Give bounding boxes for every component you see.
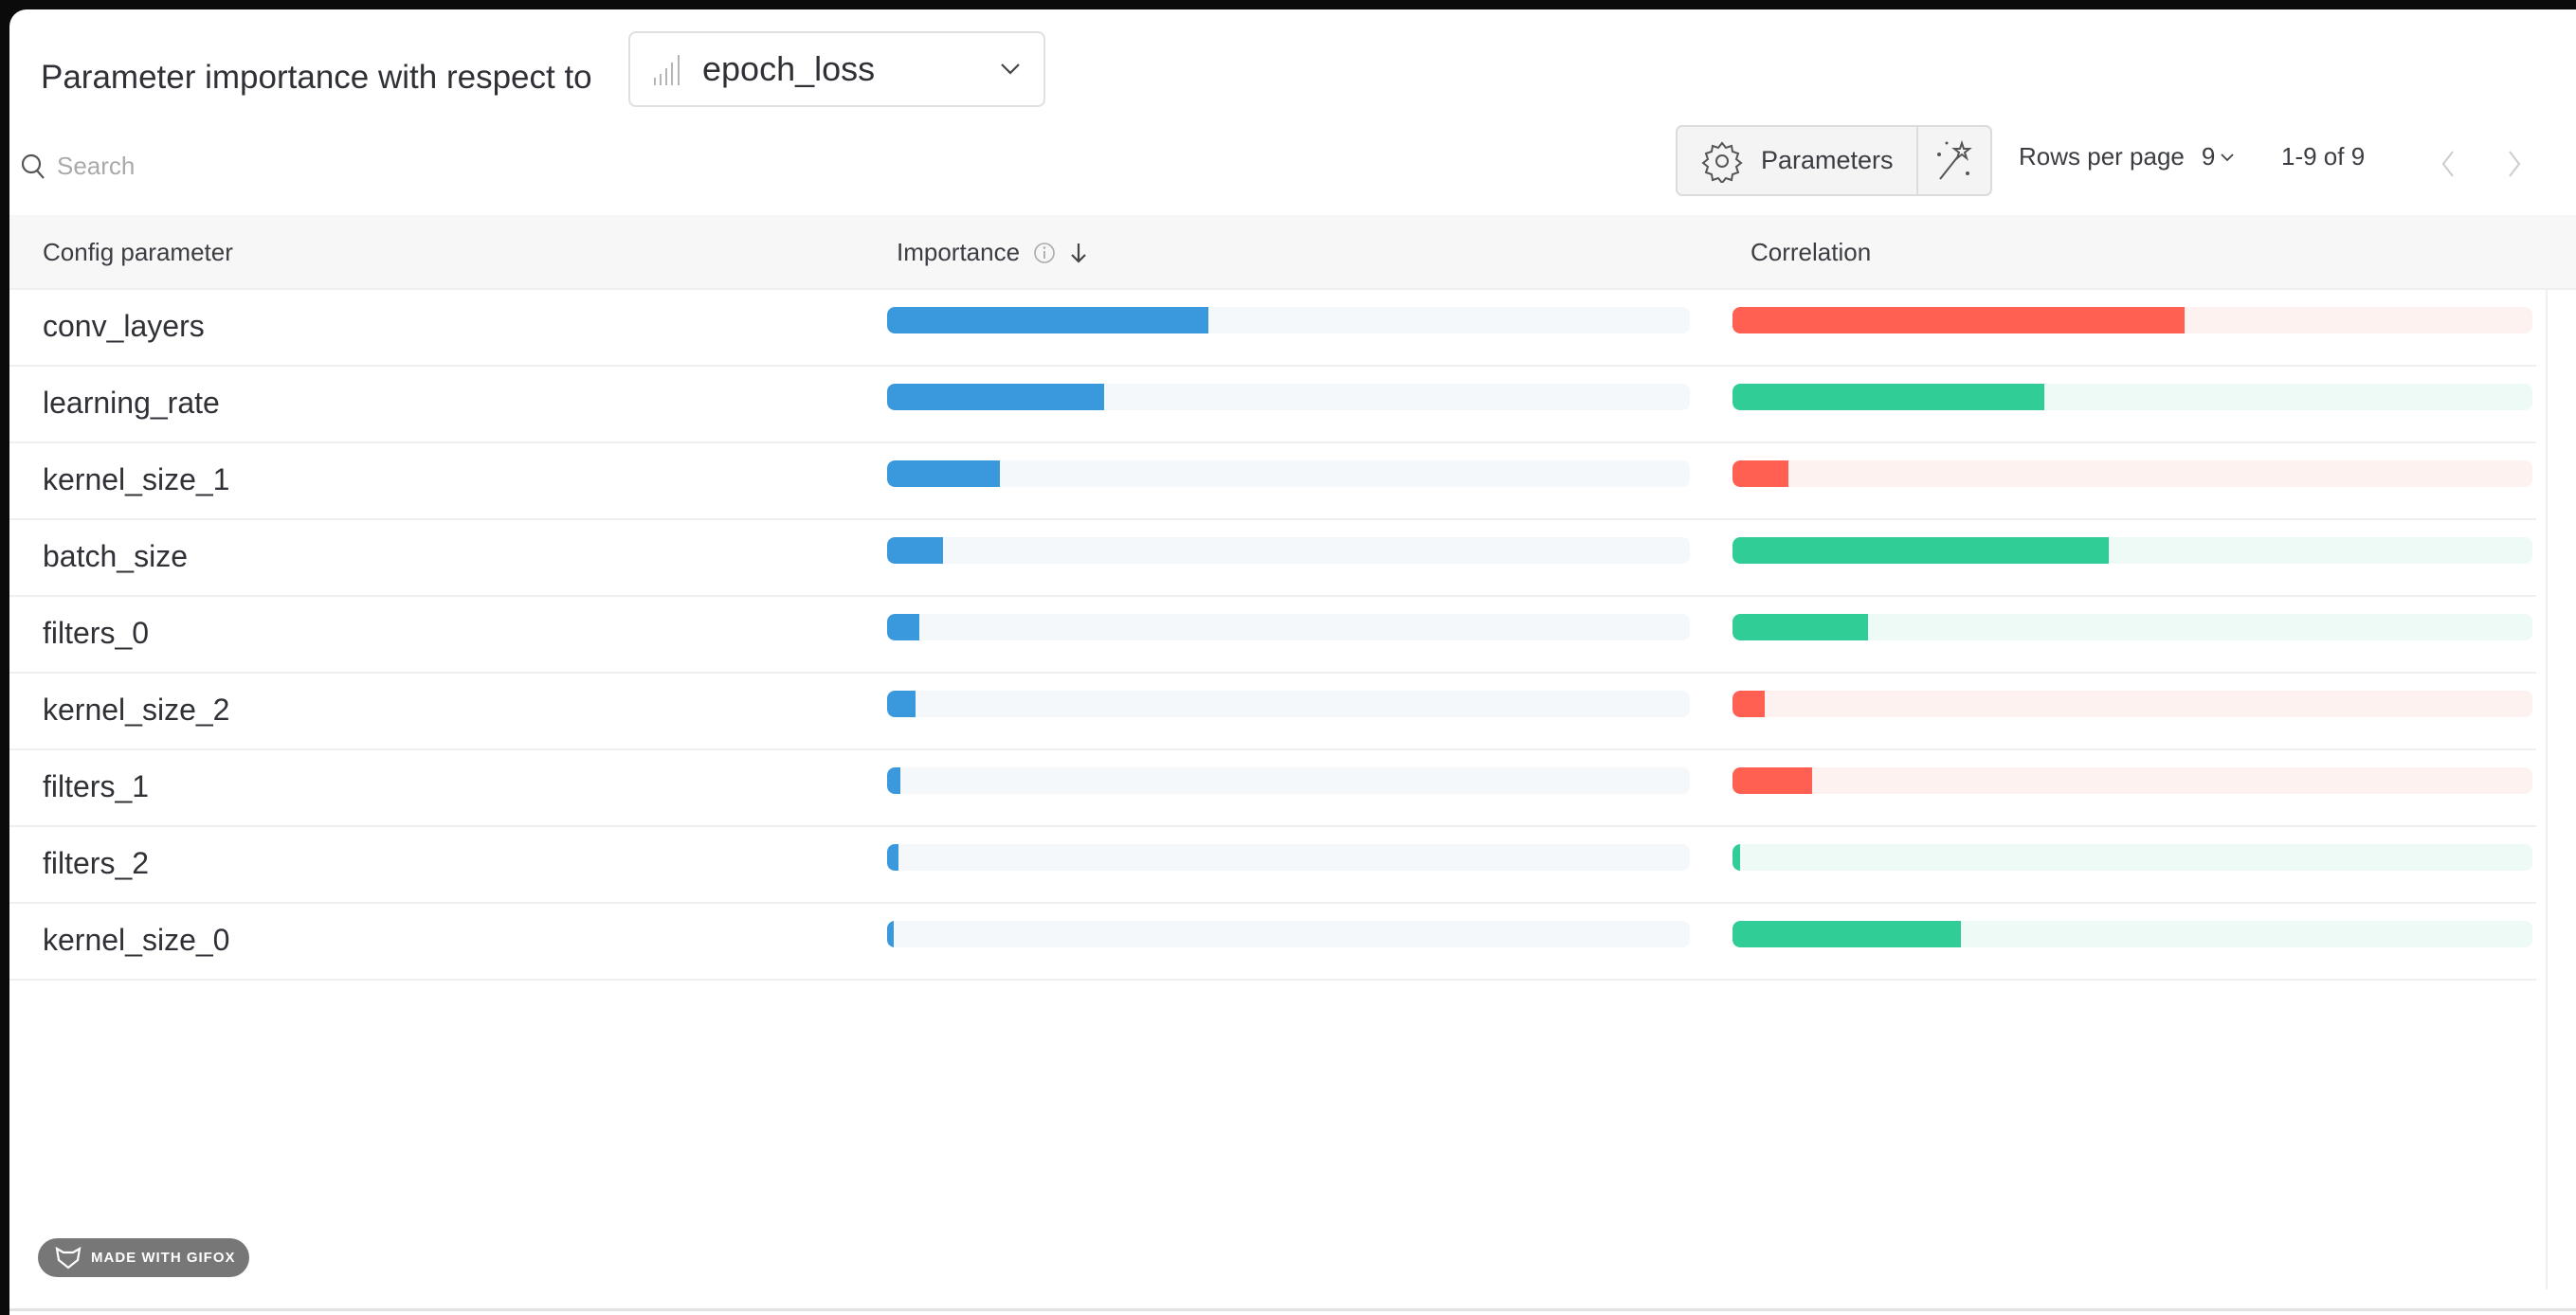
- parameter-name: learning_rate: [43, 386, 220, 420]
- parameter-name: kernel_size_1: [43, 462, 230, 496]
- importance-bar-track: [887, 844, 1690, 871]
- next-page-icon[interactable]: [2508, 150, 2521, 178]
- correlation-bar: [1732, 537, 2109, 564]
- column-correlation[interactable]: Correlation: [1751, 238, 1872, 266]
- parameters-button-group: Parameters: [1676, 125, 1992, 196]
- table-row[interactable]: filters_1: [9, 750, 2536, 827]
- importance-bar: [887, 691, 916, 717]
- gear-icon: [1701, 140, 1743, 183]
- parameters-label: Parameters: [1761, 146, 1894, 174]
- importance-bar: [887, 921, 894, 947]
- table-row[interactable]: kernel_size_1: [9, 443, 2536, 520]
- importance-bar-track: [887, 384, 1690, 410]
- parameter-name: conv_layers: [43, 309, 205, 343]
- correlation-bar-track: [1732, 460, 2532, 487]
- parameter-name: filters_2: [43, 846, 150, 880]
- metric-dropdown[interactable]: epoch_loss: [628, 31, 1045, 107]
- auto-suggest-button[interactable]: [1915, 127, 1990, 194]
- correlation-bar-track: [1732, 614, 2532, 640]
- magic-wand-icon: [1936, 139, 1972, 180]
- importance-bar-track: [887, 537, 1690, 564]
- table-row[interactable]: conv_layers: [9, 290, 2536, 367]
- table-row[interactable]: learning_rate: [9, 367, 2536, 443]
- gifox-watermark: MADE WITH GIFOX: [38, 1238, 249, 1277]
- search-input[interactable]: [57, 152, 436, 181]
- correlation-bar: [1732, 614, 1869, 640]
- table-row[interactable]: filters_0: [9, 597, 2536, 674]
- importance-bar-track: [887, 921, 1690, 947]
- correlation-bar: [1732, 921, 1961, 947]
- column-importance[interactable]: Importance: [897, 238, 1088, 267]
- page-range: 1-9 of 9: [2281, 142, 2366, 171]
- correlation-bar-track: [1732, 384, 2532, 410]
- divider: [9, 1308, 2576, 1311]
- importance-bar: [887, 537, 944, 564]
- parameter-name: filters_0: [43, 616, 150, 650]
- table-row[interactable]: kernel_size_2: [9, 674, 2536, 750]
- correlation-bar: [1732, 691, 1765, 717]
- watermark-text: MADE WITH GIFOX: [91, 1250, 236, 1266]
- correlation-bar-track: [1732, 921, 2532, 947]
- importance-bar-track: [887, 691, 1690, 717]
- importance-bar-track: [887, 767, 1690, 794]
- correlation-bar-track: [1732, 691, 2532, 717]
- search-bar: [21, 152, 436, 181]
- correlation-bar: [1732, 384, 2045, 410]
- sort-descending-icon[interactable]: [1069, 242, 1088, 264]
- table-row[interactable]: filters_2: [9, 827, 2536, 904]
- correlation-bar-track: [1732, 307, 2532, 333]
- importance-bar-track: [887, 614, 1690, 640]
- correlation-bar: [1732, 767, 1813, 794]
- vertical-scrollbar[interactable]: [2546, 290, 2548, 1289]
- metric-value: epoch_loss: [702, 49, 876, 88]
- rows-per-page[interactable]: Rows per page 9: [2019, 142, 2234, 171]
- correlation-bar-track: [1732, 844, 2532, 871]
- column-config-parameter[interactable]: Config parameter: [43, 238, 233, 266]
- correlation-bar: [1732, 460, 1789, 487]
- parameter-name: kernel_size_2: [43, 693, 230, 727]
- bar-chart-icon: [654, 55, 680, 85]
- importance-bar: [887, 844, 898, 871]
- table-row[interactable]: batch_size: [9, 520, 2536, 597]
- chevron-down-icon: [1001, 63, 1020, 75]
- previous-page-icon[interactable]: [2441, 150, 2455, 178]
- fox-logo-icon: [55, 1246, 82, 1269]
- importance-bar: [887, 614, 919, 640]
- search-icon: [21, 153, 45, 179]
- importance-bar-track: [887, 307, 1690, 333]
- rows-per-page-value: 9: [2201, 142, 2216, 171]
- importance-bar-track: [887, 460, 1690, 487]
- importance-bar: [887, 767, 900, 794]
- parameters-button[interactable]: Parameters: [1678, 127, 1916, 194]
- panel-title: Parameter importance with respect to: [41, 59, 592, 96]
- correlation-bar: [1732, 307, 2185, 333]
- rows-per-page-label: Rows per page: [2019, 142, 2185, 171]
- table-header: Config parameter Importance Correlation: [9, 215, 2576, 290]
- correlation-bar-track: [1732, 767, 2532, 794]
- importance-bar: [887, 460, 1000, 487]
- parameter-importance-panel: Parameter importance with respect to epo…: [9, 9, 2576, 1315]
- importance-bar: [887, 384, 1104, 410]
- column-importance-label: Importance: [897, 238, 1021, 266]
- table-row[interactable]: kernel_size_0: [9, 904, 2536, 981]
- info-icon[interactable]: [1033, 242, 1056, 264]
- parameter-name: filters_1: [43, 769, 150, 803]
- correlation-bar: [1732, 844, 1741, 871]
- chevron-down-icon: [2221, 153, 2234, 161]
- correlation-bar-track: [1732, 537, 2532, 564]
- parameter-name: kernel_size_0: [43, 923, 230, 957]
- parameter-name: batch_size: [43, 539, 188, 573]
- importance-bar: [887, 307, 1208, 333]
